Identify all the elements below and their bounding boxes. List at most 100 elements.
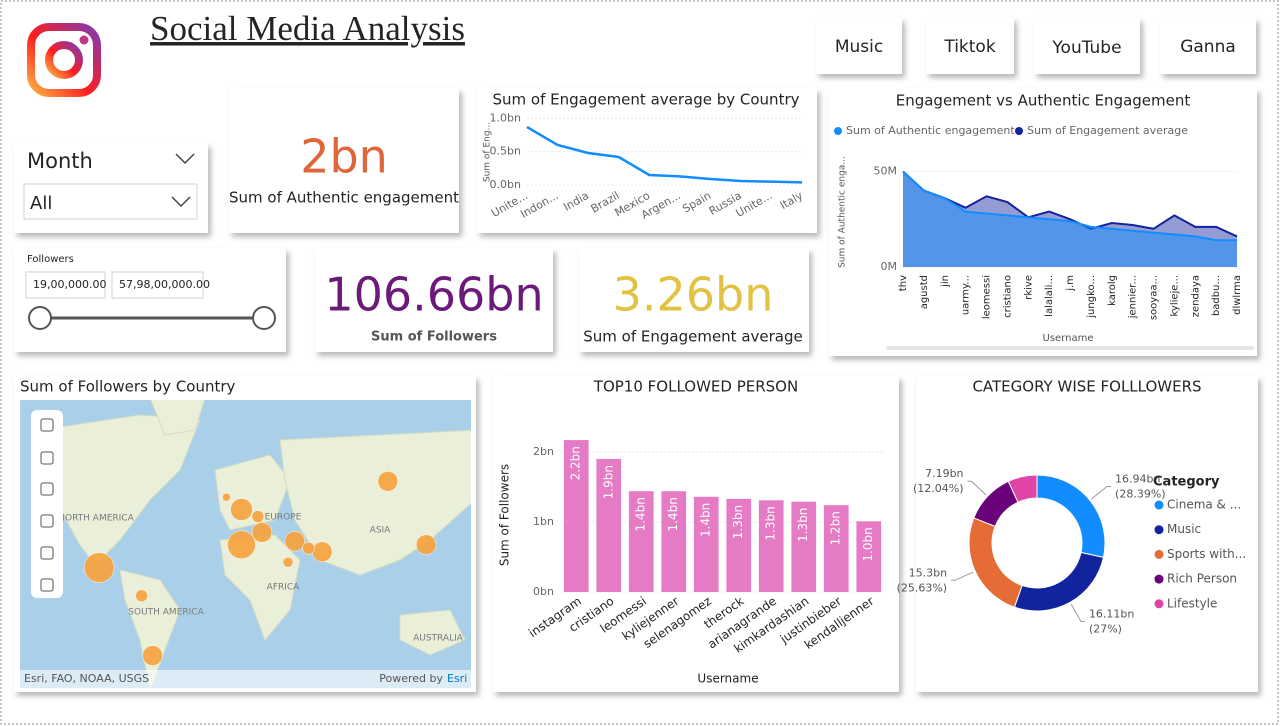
- legend-marker: [1154, 500, 1164, 510]
- bar: [791, 501, 817, 592]
- x-tick-label: cristiano: [1002, 275, 1013, 318]
- x-tick-label: jennier...: [1128, 275, 1139, 319]
- nav-button[interactable]: [1034, 18, 1140, 74]
- legend-marker: [1154, 574, 1164, 584]
- land: [150, 400, 205, 436]
- x-tick-label: badbu...: [1211, 275, 1222, 316]
- slider-handle[interactable]: [252, 306, 276, 330]
- legend-label: Sum of Authentic engagement: [846, 124, 1015, 137]
- nav-button[interactable]: [926, 18, 1014, 74]
- data-label: (27%): [1089, 623, 1122, 636]
- page-title: Social Media Analysis: [150, 9, 465, 48]
- toolbar-icon[interactable]: [40, 514, 54, 528]
- bubble: [251, 522, 273, 543]
- legend-label: Cinema & ...: [1167, 498, 1241, 512]
- nav-label[interactable]: YouTube: [1051, 38, 1121, 58]
- nav-button[interactable]: [1160, 18, 1256, 74]
- toolbar-icon[interactable]: [40, 578, 54, 592]
- nav-buttons: Music Tiktok YouTube Ganna: [816, 18, 1256, 74]
- legend-marker: [834, 127, 842, 135]
- y-tick-label: 0M: [881, 260, 898, 273]
- slider-handle[interactable]: [28, 306, 52, 330]
- nav-label[interactable]: Music: [835, 37, 883, 57]
- data-label: 16.11bn: [1089, 608, 1134, 621]
- bubble: [135, 589, 148, 603]
- powered-by-link: Esri: [447, 672, 467, 685]
- bar: [661, 491, 687, 592]
- dropdown-value[interactable]: All: [30, 193, 52, 214]
- powered-by: Powered by: [379, 672, 443, 685]
- data-label: 2.2bn: [569, 446, 583, 480]
- chart-title: Sum of Engagement average by Country: [492, 91, 799, 109]
- y-tick-label: 1bn: [533, 515, 554, 528]
- land: [219, 534, 301, 641]
- bar: [726, 498, 752, 592]
- nav-button[interactable]: [816, 18, 902, 74]
- region-label: NORTH AMERICA: [58, 514, 134, 524]
- line: [526, 125, 803, 184]
- card-value: 3.26bn: [613, 268, 774, 322]
- card-value: 2bn: [300, 130, 388, 184]
- data-label: 16.94bn: [1115, 472, 1160, 485]
- range-min[interactable]: 19,00,000.00: [33, 278, 106, 291]
- x-tick-label: karolg: [1107, 275, 1118, 306]
- region-label: ASIA: [370, 526, 392, 536]
- x-tick-label: leomessi: [982, 275, 993, 319]
- x-tick-label: j.m: [1065, 275, 1076, 292]
- bubble: [284, 530, 306, 552]
- y-axis-label: Sum of Followers: [498, 464, 512, 566]
- x-tick-label: kylieje...: [1169, 275, 1180, 317]
- toolbar-icon[interactable]: [40, 451, 54, 465]
- legend-marker: [1015, 127, 1023, 135]
- x-tick-label: lalalali...: [1044, 275, 1055, 317]
- bubble: [142, 645, 163, 666]
- bar: [628, 491, 654, 592]
- x-tick-label: thv: [898, 275, 909, 291]
- leader-line: [967, 480, 987, 496]
- nav-label[interactable]: Ganna: [1180, 37, 1236, 57]
- legend-marker: [1154, 599, 1164, 609]
- y-tick-label: 0.5bn: [490, 145, 521, 158]
- region-label: SOUTH AMERICA: [128, 608, 204, 618]
- leader-line: [1070, 603, 1085, 623]
- toolbar-icon[interactable]: [40, 546, 54, 560]
- legend-marker: [1154, 549, 1164, 559]
- x-tick-label: uarmy...: [961, 275, 972, 315]
- legend-label: Rich Person: [1167, 572, 1237, 586]
- y-tick-label: 0bn: [533, 585, 554, 598]
- y-tick-label: 50M: [874, 164, 898, 177]
- cards: 2bn Sum of Authentic engagement 106.66bn…: [229, 88, 809, 352]
- bubble: [311, 541, 333, 562]
- x-tick-label: sooyaa...: [1149, 275, 1160, 320]
- bubble: [227, 530, 256, 559]
- logo: [27, 23, 101, 97]
- bar: [693, 496, 719, 592]
- bar: [563, 440, 589, 592]
- bubble: [222, 492, 231, 502]
- data-label: (25.63%): [897, 581, 948, 594]
- data-label: 15.3bn: [909, 566, 947, 579]
- card-label: Sum of Followers: [371, 330, 497, 345]
- data-label: 1.4bn: [666, 497, 680, 531]
- slicer-title: Followers: [27, 254, 74, 265]
- data-label: (12.04%): [913, 482, 964, 495]
- region-label: AUSTRALIA: [413, 634, 464, 644]
- bar: [856, 521, 882, 592]
- chart-title: CATEGORY WISE FOLLLOWERS: [972, 378, 1201, 396]
- data-label: 1.0bn: [861, 527, 875, 561]
- data-label: 1.9bn: [601, 465, 615, 499]
- land: [399, 609, 466, 656]
- toolbar-icon[interactable]: [40, 418, 54, 432]
- legend-marker: [1154, 525, 1164, 535]
- bubble: [282, 557, 294, 568]
- data-label: 1.3bn: [796, 508, 810, 542]
- bubble: [415, 534, 437, 555]
- data-label: 1.3bn: [731, 505, 745, 539]
- card-label: Sum of Engagement average: [583, 328, 803, 346]
- toolbar-icon[interactable]: [40, 482, 54, 496]
- region-label: EUROPE: [265, 513, 302, 523]
- area: [903, 171, 1237, 267]
- dropdown[interactable]: [23, 183, 198, 220]
- range-max[interactable]: 57,98,00,000.00: [119, 278, 210, 291]
- nav-label[interactable]: Tiktok: [943, 37, 995, 57]
